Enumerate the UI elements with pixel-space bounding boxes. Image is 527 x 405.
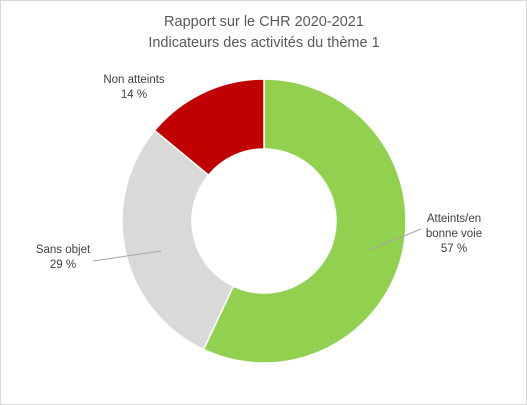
data-label-category-2: Sans objet (36, 244, 91, 256)
data-label-category-1: Atteints/en (427, 213, 481, 225)
data-label-category-3: Non atteints (103, 74, 165, 86)
data-label-value-1: 57 % (441, 243, 467, 255)
data-label-category-1: bonne voie (426, 228, 482, 240)
chart-title-line-2: Indicateurs des activités du thème 1 (148, 35, 379, 51)
data-label-value-3: 14 % (121, 89, 147, 101)
slice-1 (202, 78, 407, 364)
labels-group: Atteints/en bonne voie 57 % Sans objet 29 % N… (36, 74, 482, 271)
chart-title-line-1: Rapport sur le CHR 2020-2021 (164, 14, 364, 30)
slices-group (121, 78, 407, 364)
slice-2 (121, 129, 235, 351)
leader-line-2 (92, 250, 162, 262)
slice-3 (153, 78, 265, 177)
leader-line-1 (368, 228, 422, 251)
data-label-value-2: 29 % (50, 259, 76, 271)
